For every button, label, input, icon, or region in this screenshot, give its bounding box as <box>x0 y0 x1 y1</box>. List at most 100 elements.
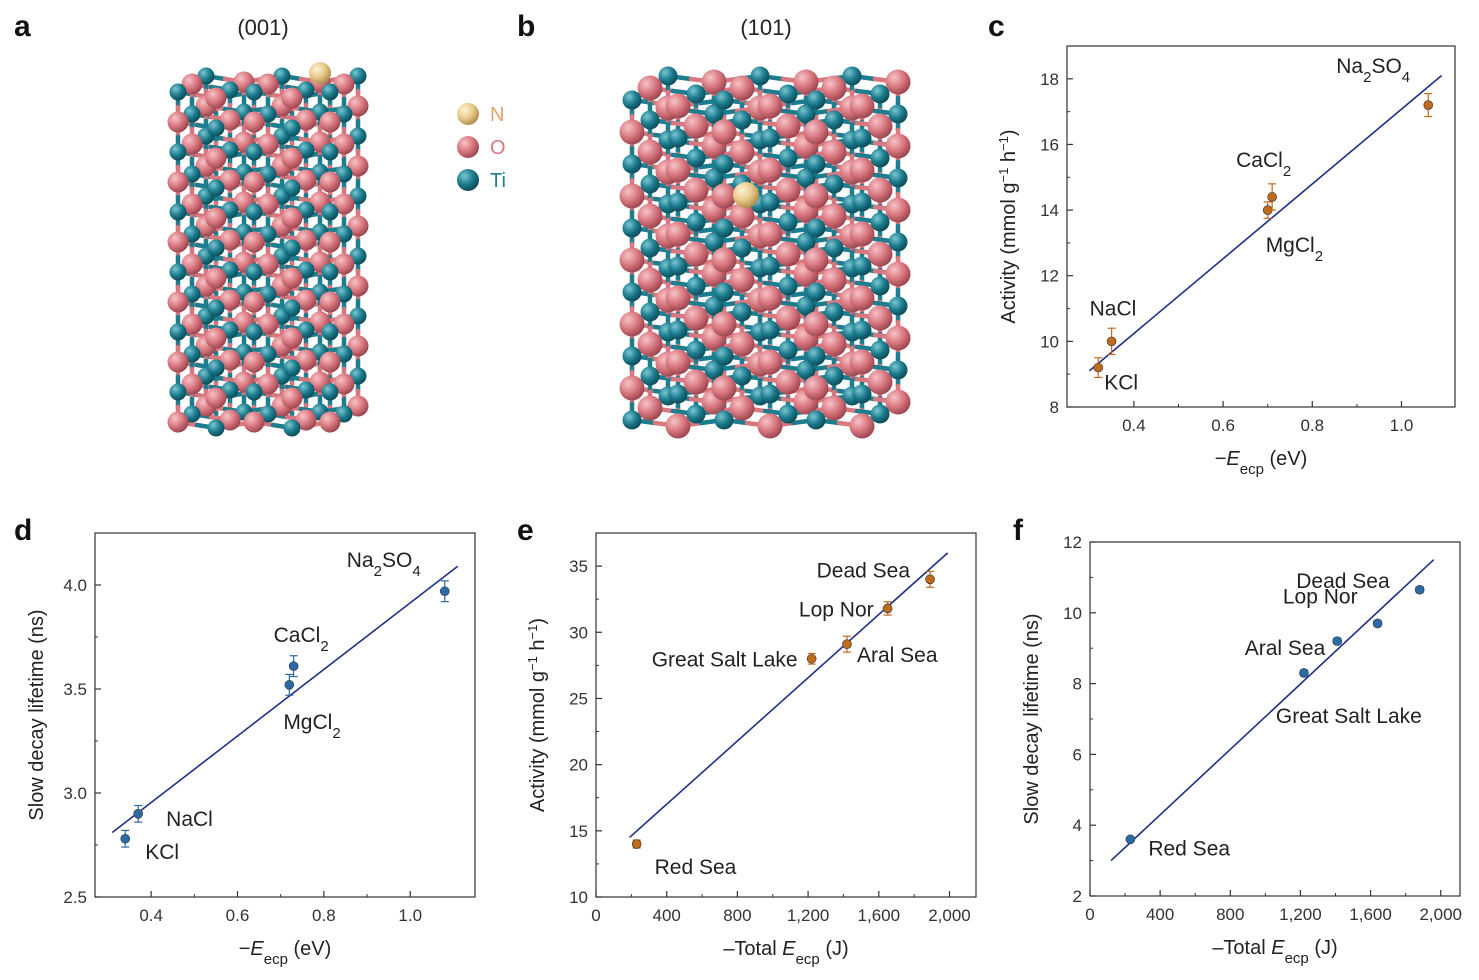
o-atom <box>637 267 663 293</box>
ti-atom <box>806 282 826 302</box>
o-atom <box>665 221 691 247</box>
ti-atom <box>824 302 844 322</box>
ti-atom <box>622 218 642 238</box>
o-atom <box>637 395 663 421</box>
legend-o-atom-icon <box>457 136 479 158</box>
ti-atom <box>824 238 844 258</box>
o-atom <box>683 241 709 267</box>
ti-atom <box>658 66 678 86</box>
y-tick-label: 2.5 <box>63 888 87 907</box>
o-atom <box>619 375 645 401</box>
ti-atom <box>169 143 187 161</box>
ti-atom <box>169 323 187 341</box>
o-atom <box>181 253 203 275</box>
x-axis-label: −Eecp (eV) <box>239 938 332 968</box>
y-axis-label: Slow decay lifetime (ns) <box>1021 613 1043 824</box>
o-atom <box>205 87 227 109</box>
ti-atom <box>796 360 816 380</box>
o-atom <box>803 311 829 337</box>
data-point <box>1372 618 1383 629</box>
ti-atom <box>704 296 724 316</box>
ti-atom <box>870 340 890 360</box>
fit-line <box>629 552 949 839</box>
o-atom <box>347 215 369 237</box>
x-tick-label: 2,000 <box>1419 905 1462 924</box>
o-atom <box>637 203 663 229</box>
ti-atom <box>852 384 872 404</box>
data-point <box>1267 192 1277 202</box>
o-atom <box>219 349 241 371</box>
o-atom <box>347 275 369 297</box>
ti-atom <box>245 383 263 401</box>
ti-atom <box>806 90 826 110</box>
o-atom <box>347 335 369 357</box>
point-label: Dead Sea <box>1296 570 1390 593</box>
point-label: KCl <box>145 841 179 864</box>
o-atom <box>181 193 203 215</box>
o-atom <box>243 411 265 433</box>
o-atom <box>849 221 875 247</box>
o-atom <box>711 311 737 337</box>
o-atom <box>257 253 279 275</box>
legend-n-atom-icon <box>457 103 479 125</box>
chart-f: 0 400 800 1,200 1,600 2,000 2 4 6 8 10 12 –Total Eec… <box>1021 533 1462 967</box>
ti-atom <box>760 320 780 340</box>
y-tick-label: 25 <box>569 689 588 708</box>
ti-atom <box>686 212 706 232</box>
o-atom <box>729 203 755 229</box>
x-axis-label: –Total Eecp (J) <box>1212 937 1337 967</box>
ti-atom <box>622 154 642 174</box>
o-atom <box>347 155 369 177</box>
o-atom <box>205 327 227 349</box>
panel-label-a: a <box>14 10 31 43</box>
ti-atom <box>668 192 688 212</box>
y-tick-label: 6 <box>1073 745 1082 764</box>
ti-atom <box>732 238 752 258</box>
ti-atom <box>668 128 688 148</box>
o-atom <box>295 109 317 131</box>
ti-atom <box>714 346 734 366</box>
o-atom <box>665 413 691 439</box>
ti-atom <box>321 383 339 401</box>
o-atom <box>803 119 829 145</box>
o-atom <box>243 351 265 373</box>
ti-atom <box>686 404 706 424</box>
ti-atom <box>806 218 826 238</box>
o-atom <box>757 93 783 119</box>
o-atom <box>219 169 241 191</box>
y-tick-label: 14 <box>1040 201 1059 220</box>
point-label: Dead Sea <box>817 559 911 582</box>
ti-atom <box>704 232 724 252</box>
y-tick-label: 8 <box>1050 398 1059 417</box>
point-label: Red Sea <box>1148 837 1230 860</box>
ti-atom <box>622 346 642 366</box>
o-atom <box>295 169 317 191</box>
chart-e: 0 400 800 1,200 1,600 2,000 10 15 20 25 30 35 –Total… <box>525 532 977 968</box>
ti-atom <box>870 148 890 168</box>
ti-atom <box>622 90 642 110</box>
x-tick-label: 800 <box>1216 905 1244 924</box>
ti-atom <box>888 296 908 316</box>
o-atom <box>885 389 911 415</box>
o-atom <box>849 285 875 311</box>
o-atom <box>619 119 645 145</box>
y-axis-label: Activity (mmol g−1 h−1) <box>525 618 550 812</box>
ti-atom <box>760 192 780 212</box>
o-atom <box>619 311 645 337</box>
ti-atom <box>321 263 339 281</box>
o-atom <box>775 241 801 267</box>
ti-atom <box>207 299 225 317</box>
y-tick-label: 2 <box>1073 887 1082 906</box>
point-label: MgCl2 <box>283 711 340 742</box>
o-atom <box>867 369 893 395</box>
point-label: Great Salt Lake <box>652 649 798 672</box>
o-atom <box>333 253 355 275</box>
o-atom <box>821 139 847 165</box>
o-atom <box>167 111 189 133</box>
ti-atom <box>778 276 798 296</box>
point-label: Aral Sea <box>1245 637 1326 660</box>
o-atom <box>181 73 203 95</box>
o-atom <box>181 373 203 395</box>
panel-label-d: d <box>14 514 32 547</box>
x-tick-label: 400 <box>1146 905 1174 924</box>
